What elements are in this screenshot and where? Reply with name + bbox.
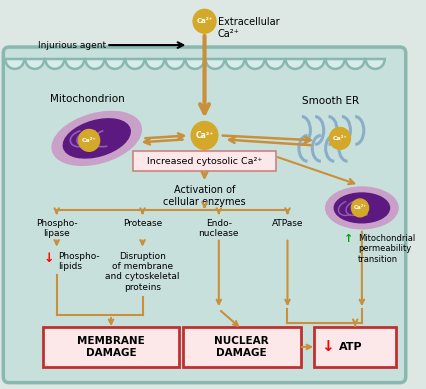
Text: Mitochondrial
permeability
transition: Mitochondrial permeability transition	[358, 234, 415, 263]
Wedge shape	[345, 59, 365, 69]
Wedge shape	[145, 59, 164, 69]
FancyBboxPatch shape	[133, 151, 276, 171]
Text: Ca²⁺: Ca²⁺	[196, 131, 214, 140]
Wedge shape	[125, 59, 144, 69]
Text: Ca²⁺: Ca²⁺	[333, 136, 347, 141]
Text: Ca²⁺: Ca²⁺	[82, 138, 96, 143]
Text: Phospho-
lipids: Phospho- lipids	[59, 252, 100, 271]
Text: Ca²⁺: Ca²⁺	[196, 18, 213, 24]
Text: NUCLEAR
DAMAGE: NUCLEAR DAMAGE	[214, 336, 269, 358]
Ellipse shape	[334, 193, 389, 223]
Ellipse shape	[63, 119, 130, 158]
Text: Extracellular
Ca²⁺: Extracellular Ca²⁺	[218, 17, 279, 39]
Text: Protease: Protease	[123, 219, 162, 228]
FancyBboxPatch shape	[43, 327, 179, 367]
Wedge shape	[305, 59, 325, 69]
Text: ↑: ↑	[344, 234, 353, 244]
Wedge shape	[265, 59, 285, 69]
Ellipse shape	[52, 111, 141, 165]
FancyBboxPatch shape	[314, 327, 396, 367]
Text: Ca²⁺: Ca²⁺	[354, 205, 366, 210]
Wedge shape	[225, 59, 245, 69]
Wedge shape	[165, 59, 184, 69]
Wedge shape	[205, 59, 225, 69]
Text: Injurious agent: Injurious agent	[38, 40, 106, 49]
Text: Smooth ER: Smooth ER	[302, 96, 359, 106]
Wedge shape	[65, 59, 84, 69]
Circle shape	[351, 199, 368, 217]
Text: Increased cytosolic Ca²⁺: Increased cytosolic Ca²⁺	[147, 157, 262, 166]
Text: Phospho-
lipase: Phospho- lipase	[36, 219, 78, 238]
Text: Endo-
nuclease: Endo- nuclease	[199, 219, 239, 238]
Circle shape	[329, 128, 351, 149]
Text: ATPase: ATPase	[272, 219, 303, 228]
FancyBboxPatch shape	[3, 47, 406, 383]
Wedge shape	[285, 59, 305, 69]
Wedge shape	[5, 59, 24, 69]
Circle shape	[193, 9, 216, 33]
Text: Disruption
of membrane
and cytoskeletal
proteins: Disruption of membrane and cytoskeletal …	[105, 252, 180, 292]
Wedge shape	[185, 59, 204, 69]
Wedge shape	[45, 59, 64, 69]
Wedge shape	[85, 59, 104, 69]
Text: MEMBRANE
DAMAGE: MEMBRANE DAMAGE	[77, 336, 145, 358]
FancyBboxPatch shape	[183, 327, 301, 367]
Wedge shape	[325, 59, 345, 69]
Wedge shape	[105, 59, 124, 69]
Text: ↓: ↓	[44, 252, 55, 265]
Wedge shape	[366, 59, 385, 69]
Circle shape	[191, 121, 218, 149]
Ellipse shape	[325, 187, 398, 229]
Wedge shape	[245, 59, 265, 69]
Text: Activation of
cellular enzymes: Activation of cellular enzymes	[163, 185, 246, 207]
Text: Mitochondrion: Mitochondrion	[50, 94, 124, 104]
Text: ↓: ↓	[321, 340, 334, 354]
Wedge shape	[25, 59, 44, 69]
FancyBboxPatch shape	[9, 61, 400, 81]
Circle shape	[79, 130, 100, 151]
Text: ATP: ATP	[339, 342, 363, 352]
